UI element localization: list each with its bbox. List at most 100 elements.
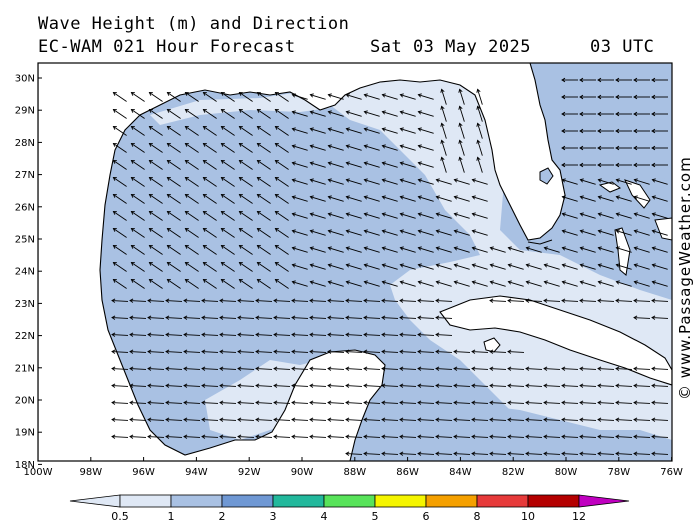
lat-tick-label: 24N [15,267,35,278]
wave-arrow-head [476,122,481,127]
credit-text: © www.PassageWeather.com [676,156,694,400]
wave-arrow-head [112,125,117,130]
wave-arrow-head [471,417,476,422]
wave-arrow [129,351,147,353]
wave-arrow-head [440,156,445,161]
wave-arrow [634,230,650,236]
wave-arrow [597,436,615,438]
wave-arrow-head [561,263,566,268]
wave-arrow [526,264,542,270]
wave-arrow [399,453,417,455]
wave-arrow-head [219,298,224,303]
wave-arrow-head [291,229,296,234]
wave-arrow [167,262,181,272]
wave-arrow-head [381,366,386,371]
wave-arrow [328,128,344,134]
wave-arrow [633,368,651,370]
wave-arrow-head [399,400,404,405]
wave-arrow [633,300,651,302]
wave-arrow-head [651,400,656,405]
wave-arrow [257,143,271,153]
wave-arrow-head [327,93,332,98]
forecast-time: 03 UTC [590,37,655,57]
wave-arrow [616,179,632,185]
wave-arrow [219,419,237,421]
wave-arrow-head [543,366,548,371]
wave-arrow [615,385,633,387]
wave-arrow [165,300,183,302]
wave-arrow-head [291,144,296,149]
lat-tick-label: 28N [15,138,35,149]
wave-arrow [507,300,525,302]
wave-arrow-head [111,383,116,388]
wave-arrow-head [345,93,350,98]
land-cuba [439,295,672,386]
wave-arrow [275,92,289,102]
wave-arrow [221,194,235,204]
wave-arrow-head [633,434,638,439]
wave-arrow-head [256,210,261,215]
wave-arrow-head [148,125,153,130]
wave-arrow [597,385,615,387]
wave-arrow [273,385,291,387]
wave-arrow [221,109,235,119]
wave-arrow-head [615,212,620,217]
wave-arrow [292,179,308,185]
wave-arrow [129,300,147,302]
wave-arrow-head [165,383,170,388]
lat-tick-label: 27N [15,170,35,181]
wave-arrow [275,143,289,153]
wave-arrow-head [579,128,584,134]
wave-arrow-head [633,145,638,151]
wave-arrow-head [327,332,332,337]
wave-arrow-head [345,366,350,371]
wave-arrow-head [651,128,656,134]
legend-swatch [221,494,274,508]
wave-arrow-head [615,434,620,439]
wave-arrow-head [507,400,512,405]
wave-arrow [526,247,542,253]
wave-arrow [292,128,308,134]
wave-arrow-head [130,108,135,113]
wave-arrow-head [148,142,153,147]
wave-arrow-head [201,298,206,303]
wave-arrow-head [579,94,584,100]
wave-arrow-head [453,212,458,217]
wave-arrow-head [417,93,422,98]
wave-arrow-head [363,315,368,320]
wave-arrow-head [184,142,189,147]
wave-arrow-head [309,332,314,337]
wave-arrow [185,194,199,204]
wave-arrow [507,385,525,387]
wave-arrow-head [651,145,656,151]
wave-arrow [418,213,434,219]
wave-arrow-head [435,246,440,251]
wave-arrow [399,300,417,302]
wave-arrow-head [274,227,279,232]
lon-tick-label: 86W [396,467,419,478]
wave-arrow-head [148,176,153,181]
wave-arrow [507,402,525,404]
wave-arrow-head [202,125,207,130]
wave-arrow [167,194,181,204]
legend-label: 12 [572,510,586,523]
wave-arrow [435,300,453,302]
wave-arrow [327,436,345,438]
wave-arrow [418,230,434,236]
wave-arrow-head [183,298,188,303]
lon-tick-label: 90W [291,467,314,478]
wave-arrow [453,351,471,353]
wave-arrow [634,247,650,253]
wave-arrow-head [579,212,584,217]
wave-arrow-head [130,142,135,147]
wave-arrow-head [327,229,332,234]
wave-arrow-head [525,366,530,371]
wave-arrow-head [184,176,189,181]
wave-arrow-head [345,315,350,320]
wave-arrow-head [525,280,530,285]
wave-arrow [185,126,199,136]
wave-arrow-head [183,349,188,354]
wave-arrow [131,109,145,119]
wave-arrow-head [291,315,296,320]
wave-arrow-head [112,261,117,266]
